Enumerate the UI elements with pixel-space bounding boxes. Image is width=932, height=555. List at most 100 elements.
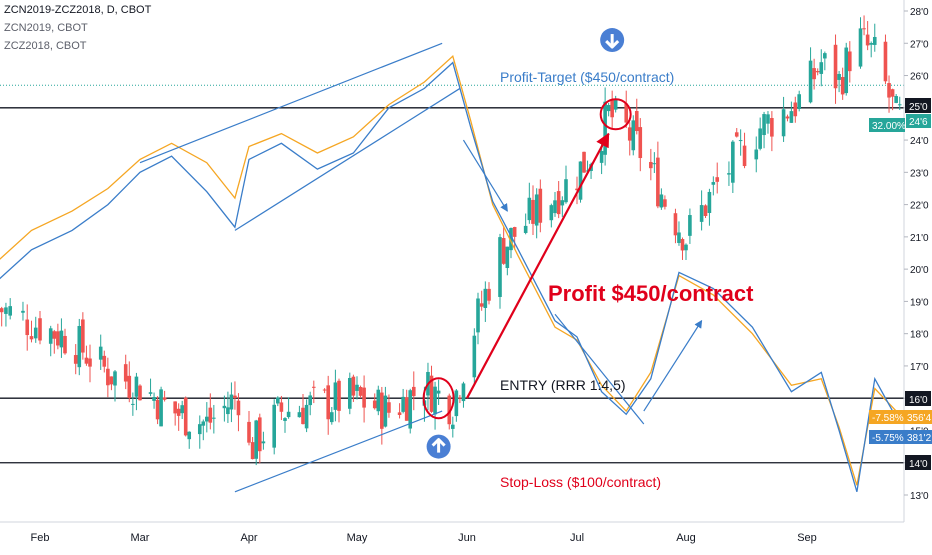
x-tick-label: Jul	[570, 532, 584, 544]
candle-body-up	[505, 246, 510, 269]
candle-body-up	[283, 418, 287, 421]
y-tick-label: 23'0	[910, 168, 929, 179]
candle-body-down	[815, 71, 820, 73]
badge-spread-change: 32.00%	[869, 118, 906, 132]
candle-body-down	[358, 387, 363, 396]
candle-body-up	[819, 62, 824, 74]
candle-body-down	[487, 288, 491, 301]
candles	[0, 15, 902, 466]
candle-body-down	[63, 335, 67, 354]
candle-body-down	[208, 407, 213, 423]
series-line-zcz2018	[0, 61, 897, 492]
candle-body-up	[433, 386, 437, 415]
badge-spread-last-text: 24'6	[909, 117, 928, 128]
candle-body-down	[512, 227, 517, 237]
candle-body-down	[56, 331, 60, 346]
badge-line-16-text: 16'0	[909, 395, 928, 406]
candle-body-up	[131, 403, 135, 405]
trend-line-upper	[139, 42, 443, 164]
candle-body-up	[498, 237, 502, 297]
buy-arrow-icon-head	[431, 438, 446, 447]
candle-body-up	[781, 109, 786, 137]
x-tick-label: Sep	[797, 532, 817, 544]
candle-body-down	[301, 407, 305, 425]
candle-body-up	[553, 200, 557, 214]
candle-body-down	[673, 213, 678, 236]
candle-body-up	[77, 326, 82, 368]
buy-arrow-icon	[426, 434, 451, 459]
candle-body-down	[351, 376, 356, 396]
candle-body-up	[560, 200, 565, 206]
y-tick-label: 26'0	[910, 72, 929, 83]
candle-body-up	[894, 96, 898, 103]
candle-body-down	[387, 402, 391, 413]
candle-body-up	[797, 94, 801, 110]
candle-body-up	[599, 151, 604, 163]
support-trend-line	[234, 410, 443, 493]
candle-body-down	[793, 102, 798, 117]
entry-circle	[422, 377, 455, 420]
candle-body-up	[476, 298, 480, 333]
candle-body-down	[337, 380, 341, 411]
candle-body-down	[155, 399, 160, 420]
trend-line-lower	[234, 87, 461, 231]
candle-body-down	[703, 205, 708, 216]
candle-body-down	[538, 188, 543, 223]
candle-body-down	[663, 199, 667, 207]
candle-body-down	[322, 389, 327, 391]
x-tick-label: Apr	[240, 532, 257, 544]
candle-body-up	[549, 205, 554, 221]
candle-body-up	[869, 43, 873, 45]
badge-spread-change-text: 32.00%	[872, 121, 906, 132]
candle-body-down	[29, 336, 34, 340]
candle-body-up	[187, 431, 192, 440]
candle-body-down	[247, 421, 251, 443]
candle-body-up	[201, 421, 206, 426]
candle-body-down	[183, 397, 188, 436]
candle-body-up	[113, 371, 117, 386]
candle-body-up	[261, 441, 266, 444]
y-tick-label: 20'0	[910, 265, 929, 276]
candle-body-down	[312, 386, 316, 388]
y-tick-label: 24'0	[910, 136, 929, 147]
stop-loss-label: Stop-Loss ($100/contract)	[500, 474, 661, 490]
candle-body-up	[578, 161, 583, 200]
candle-body-up	[872, 36, 877, 45]
candle-body-up	[844, 47, 849, 94]
candle-body-down	[848, 51, 852, 72]
candle-body-up	[197, 424, 202, 435]
badge-line-14-text: 14'0	[909, 459, 928, 470]
candle-body-down	[404, 397, 409, 421]
candle-body-down	[73, 355, 78, 364]
sell-arrow-icon-head	[605, 39, 620, 49]
target-circle	[599, 98, 632, 131]
candle-body-down	[173, 401, 177, 414]
candle-body-down	[627, 127, 632, 141]
candle-body-up	[272, 404, 276, 448]
candle-body-up	[766, 114, 770, 124]
candle-body-up	[33, 327, 38, 339]
candle-body-up	[461, 383, 466, 402]
candle-body-up	[436, 390, 441, 394]
candle-body-up	[707, 191, 712, 213]
candle-body-down	[233, 395, 237, 399]
candle-body-up	[564, 179, 568, 203]
candle-body-up	[297, 412, 302, 418]
candle-body-up	[858, 28, 863, 67]
badge-spread-last: 24'6	[906, 114, 931, 128]
candle-body-down	[862, 28, 866, 30]
candle-body-down	[109, 376, 114, 385]
candle-body-up	[401, 396, 405, 412]
candle-body-down	[656, 157, 660, 207]
candle-body-up	[98, 346, 103, 360]
candle-body-up	[383, 395, 388, 427]
y-tick-label: 18'0	[910, 330, 929, 341]
x-tick-label: Feb	[31, 532, 50, 544]
candle-body-up	[304, 404, 309, 429]
candle-body-down	[734, 132, 739, 137]
candle-body-up	[59, 330, 64, 348]
candle-body-down	[556, 191, 561, 215]
candle-body-up	[688, 215, 692, 236]
overlay-lines	[0, 55, 897, 492]
